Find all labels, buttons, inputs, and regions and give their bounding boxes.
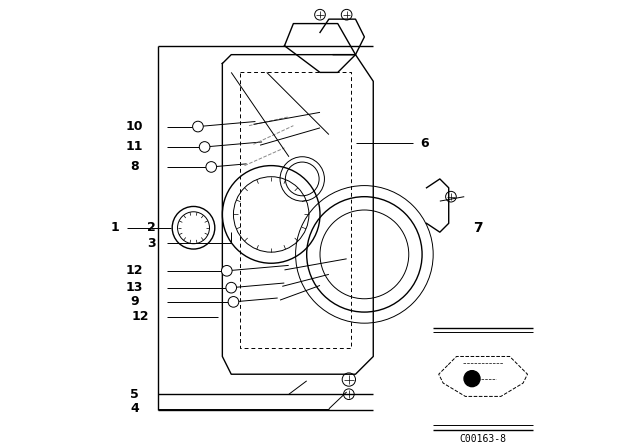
Circle shape	[464, 370, 480, 387]
Text: 4: 4	[130, 402, 139, 415]
Text: 12: 12	[132, 310, 149, 323]
Text: 7: 7	[473, 221, 483, 235]
Circle shape	[199, 142, 210, 152]
Text: 6: 6	[420, 137, 429, 150]
Circle shape	[193, 121, 204, 132]
Text: 2: 2	[147, 221, 156, 234]
Text: 10: 10	[125, 120, 143, 133]
Text: 3: 3	[147, 237, 156, 250]
Text: 12: 12	[125, 264, 143, 277]
Text: 1: 1	[111, 221, 119, 234]
Text: C00163-8: C00163-8	[460, 434, 507, 444]
Text: 5: 5	[130, 388, 139, 401]
Circle shape	[221, 266, 232, 276]
Circle shape	[228, 297, 239, 307]
Circle shape	[226, 282, 237, 293]
Circle shape	[206, 162, 216, 172]
Text: 11: 11	[125, 141, 143, 154]
Text: 9: 9	[130, 295, 139, 308]
Text: 8: 8	[130, 160, 139, 173]
Text: 13: 13	[126, 281, 143, 294]
